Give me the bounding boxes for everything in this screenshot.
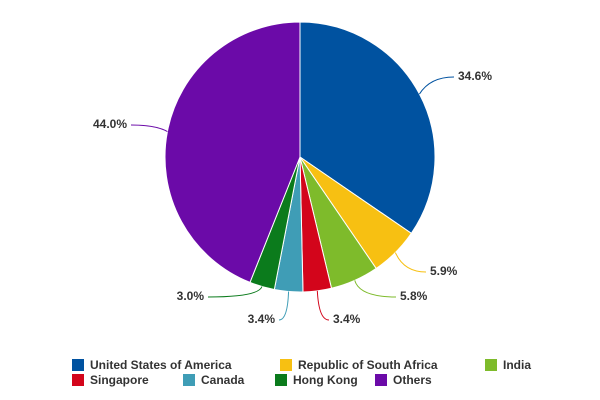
legend-label: Others [393, 373, 432, 387]
legend-label: Republic of South Africa [298, 358, 438, 372]
data-label: 3.0% [177, 289, 205, 303]
legend-swatch [72, 374, 84, 386]
legend-label: Hong Kong [293, 373, 358, 387]
legend-label: United States of America [90, 358, 232, 372]
data-label: 5.9% [430, 264, 458, 278]
data-label: 3.4% [248, 312, 276, 326]
legend-swatch [375, 374, 387, 386]
leader-line [207, 286, 263, 298]
data-label: 44.0% [93, 117, 127, 131]
legend-swatch [183, 374, 195, 386]
legend: United States of America Republic of Sout… [72, 358, 531, 387]
data-label: 34.6% [458, 69, 492, 83]
leader-line [278, 291, 290, 321]
legend-label: Canada [201, 373, 245, 387]
leader-line [419, 76, 455, 95]
legend-swatch [275, 374, 287, 386]
data-label: 5.8% [400, 289, 428, 303]
pie-slice [164, 21, 301, 284]
pie-slice [299, 21, 436, 235]
pie [164, 21, 436, 293]
leader-line [354, 280, 397, 298]
legend-label: Singapore [90, 373, 149, 387]
legend-swatch [72, 359, 84, 371]
data-labels: 34.6% 5.9%5.8% 3.4% 3.4% 3.0% 44.0% [93, 69, 492, 326]
leader-line [394, 252, 427, 273]
legend-swatch [280, 359, 292, 371]
leader-line [130, 124, 168, 132]
leader-line [316, 290, 330, 321]
legend-swatch [485, 359, 497, 371]
data-label: 3.4% [333, 312, 361, 326]
legend-label: India [503, 358, 531, 372]
